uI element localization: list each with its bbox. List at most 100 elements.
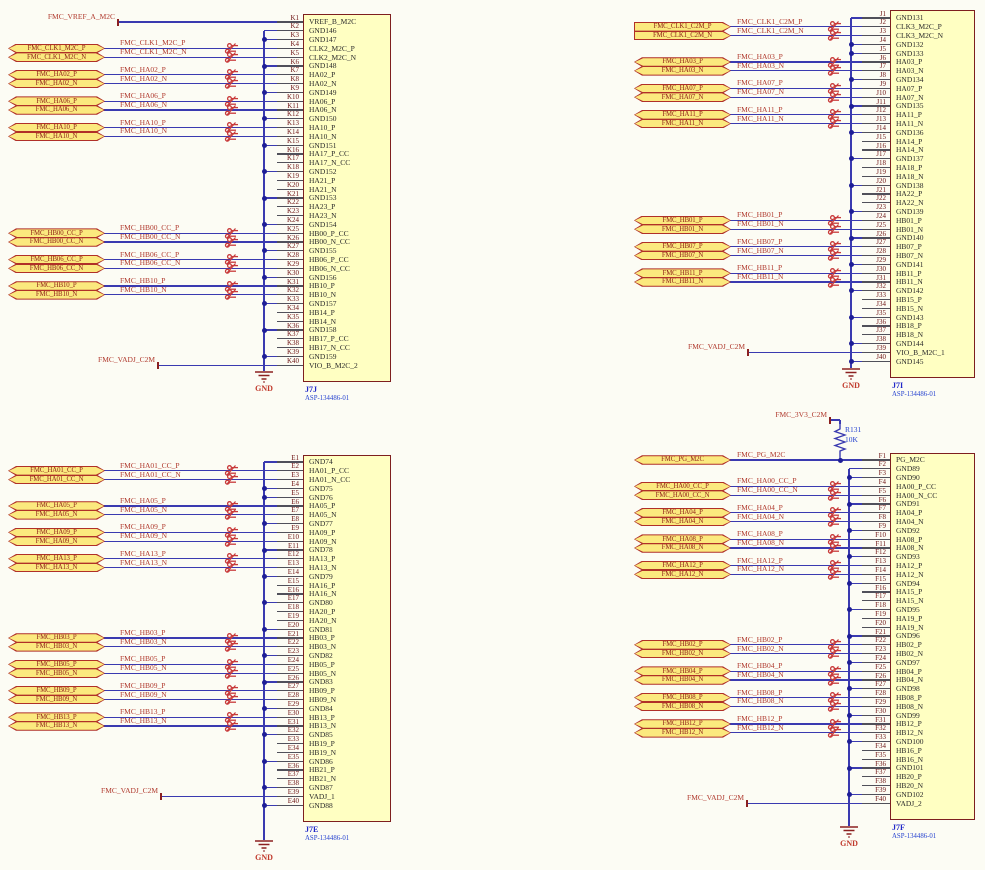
pin-name[interactable]: HB11_P [896, 268, 922, 278]
pin-number[interactable]: K25 [286, 224, 299, 233]
port-FMC_CLK1_M2C_N[interactable]: FMC_CLK1_M2C_N [8, 52, 105, 62]
pin-number[interactable]: F18 [875, 601, 886, 610]
net-label[interactable]: FMC_HB08_N [737, 696, 784, 706]
net-label[interactable]: FMC_HA10_P [120, 117, 166, 127]
resistor[interactable] [833, 423, 847, 461]
connector-designator[interactable]: J7I [892, 381, 904, 391]
pin-number[interactable]: J4 [879, 36, 886, 44]
net-label[interactable]: FMC_HA00_CC_P [737, 476, 797, 486]
port-FMC_HA08_N[interactable]: FMC_HA08_N [634, 543, 731, 553]
pin-name[interactable]: HA18_P [896, 163, 923, 172]
pin-name[interactable]: HB18_P [896, 321, 922, 331]
port-FMC_HA13_P[interactable]: FMC_HA13_P [8, 554, 105, 564]
pin-name[interactable]: HA07_N [896, 92, 924, 102]
differential-pair-icon[interactable] [224, 562, 239, 574]
pin-name[interactable]: GND84 [309, 703, 333, 713]
pin-number[interactable]: K11 [287, 101, 299, 110]
pin-number[interactable]: F1 [878, 451, 886, 460]
port-FMC_HB12_P[interactable]: FMC_HB12_P [634, 719, 731, 729]
port-FMC_HA10_N[interactable]: FMC_HA10_N [8, 132, 105, 142]
pin-name[interactable]: VIO_B_M2C_1 [896, 347, 945, 357]
pin-number[interactable]: J13 [876, 115, 886, 124]
net-label[interactable]: FMC_HB07_P [737, 236, 783, 246]
pin-number[interactable]: F37 [875, 768, 886, 777]
gnd-power-symbol[interactable] [252, 840, 276, 852]
pin-name[interactable]: GND159 [309, 351, 337, 361]
connector-body[interactable] [890, 453, 975, 821]
net-label[interactable]: FMC_HB03_N [120, 636, 167, 646]
pin-number[interactable]: E10 [287, 532, 299, 541]
pin-name[interactable]: HA15_N [896, 596, 924, 606]
pin-number[interactable]: E1 [291, 453, 299, 462]
differential-pair-icon[interactable] [827, 65, 842, 77]
port-FMC_HB08_N[interactable]: FMC_HB08_N [634, 702, 731, 712]
port-FMC_HB02_N[interactable]: FMC_HB02_N [634, 649, 731, 659]
pin-number[interactable]: J17 [876, 150, 886, 159]
pin-number[interactable]: E11 [287, 541, 299, 550]
pin-number[interactable]: F17 [875, 592, 886, 601]
pin-number[interactable]: K34 [286, 304, 299, 312]
connector-part-number[interactable]: ASP-134486-01 [305, 835, 350, 843]
differential-pair-icon[interactable] [224, 500, 239, 512]
pin-number[interactable]: E9 [291, 524, 299, 532]
pin-number[interactable]: J30 [876, 264, 886, 273]
pin-name[interactable]: GND140 [896, 233, 924, 243]
port-FMC_HB00_CC_N[interactable]: FMC_HB00_CC_N [8, 237, 105, 247]
differential-pair-icon[interactable] [224, 641, 239, 653]
connector-part-number[interactable]: ASP-134486-01 [892, 833, 937, 841]
pin-number[interactable]: K17 [286, 154, 299, 163]
connector-designator[interactable]: J7E [305, 825, 319, 835]
pin-number[interactable]: E26 [287, 673, 299, 682]
net-label[interactable]: FMC_HB12_N [737, 722, 784, 732]
pin-name[interactable]: GND92 [896, 525, 920, 535]
pin-number[interactable]: F4 [878, 478, 886, 486]
pin-number[interactable]: E12 [287, 550, 299, 559]
pin-name[interactable]: GND100 [896, 737, 924, 746]
port-FMC_HA09_N[interactable]: FMC_HA09_N [8, 536, 105, 546]
port-FMC_HA06_N[interactable]: FMC_HA06_N [8, 105, 105, 115]
pin-number[interactable]: J8 [879, 71, 886, 80]
pin-name[interactable]: VADJ_2 [896, 798, 922, 808]
differential-pair-icon[interactable] [827, 639, 842, 651]
pin-name[interactable]: GND138 [896, 180, 924, 190]
pin-name[interactable]: GND78 [309, 545, 333, 555]
pin-number[interactable]: F34 [875, 742, 886, 750]
differential-pair-icon[interactable] [827, 480, 842, 492]
pin-name[interactable]: HB01_P [896, 215, 922, 225]
differential-pair-icon[interactable] [224, 122, 239, 134]
differential-pair-icon[interactable] [827, 267, 842, 279]
pin-number[interactable]: J5 [879, 44, 886, 53]
pin-number[interactable]: K5 [290, 48, 299, 57]
pin-name[interactable]: HA13_P [309, 554, 336, 564]
pin-number[interactable]: K2 [290, 22, 299, 31]
pin-number[interactable]: J15 [876, 132, 886, 141]
pin-number[interactable]: F39 [875, 786, 886, 794]
pin-name[interactable]: HA03_P [896, 57, 923, 67]
pin-number[interactable]: F21 [875, 627, 886, 636]
net-label[interactable]: FMC_HB04_P [737, 661, 783, 671]
differential-pair-icon[interactable] [827, 674, 842, 686]
pin-number[interactable]: J6 [879, 53, 886, 62]
pin-number[interactable]: F38 [875, 777, 886, 786]
pin-name[interactable]: HA04_N [896, 517, 924, 526]
pin-name[interactable]: GND91 [896, 499, 920, 509]
pin-number[interactable]: E40 [287, 796, 299, 805]
pin-name[interactable]: HB20_N [896, 781, 924, 790]
pin-number[interactable]: K40 [286, 356, 299, 365]
pin-name[interactable]: HA04_P [896, 508, 923, 518]
pin-name[interactable]: GND143 [896, 312, 924, 322]
port-FMC_HB06_CC_P[interactable]: FMC_HB06_CC_P [8, 255, 105, 265]
port-FMC_CLK1_M2C_P[interactable]: FMC_CLK1_M2C_P [8, 44, 105, 54]
pin-name[interactable]: GND86 [309, 756, 333, 766]
differential-pair-icon[interactable] [827, 223, 842, 235]
pin-number[interactable]: F23 [875, 645, 886, 654]
pin-name[interactable]: HB15_N [896, 303, 924, 313]
pin-name[interactable]: HA01_N_CC [309, 475, 351, 484]
gnd-power-symbol[interactable] [839, 368, 863, 380]
pin-number[interactable]: E22 [287, 638, 299, 647]
pin-number[interactable]: J1 [879, 9, 886, 18]
pin-name[interactable]: HB00_N_CC [309, 237, 350, 247]
pin-name[interactable]: HB05_P [309, 659, 335, 669]
net-label[interactable]: FMC_HA13_N [120, 557, 168, 567]
pin-name[interactable]: HA18_N [896, 171, 924, 181]
